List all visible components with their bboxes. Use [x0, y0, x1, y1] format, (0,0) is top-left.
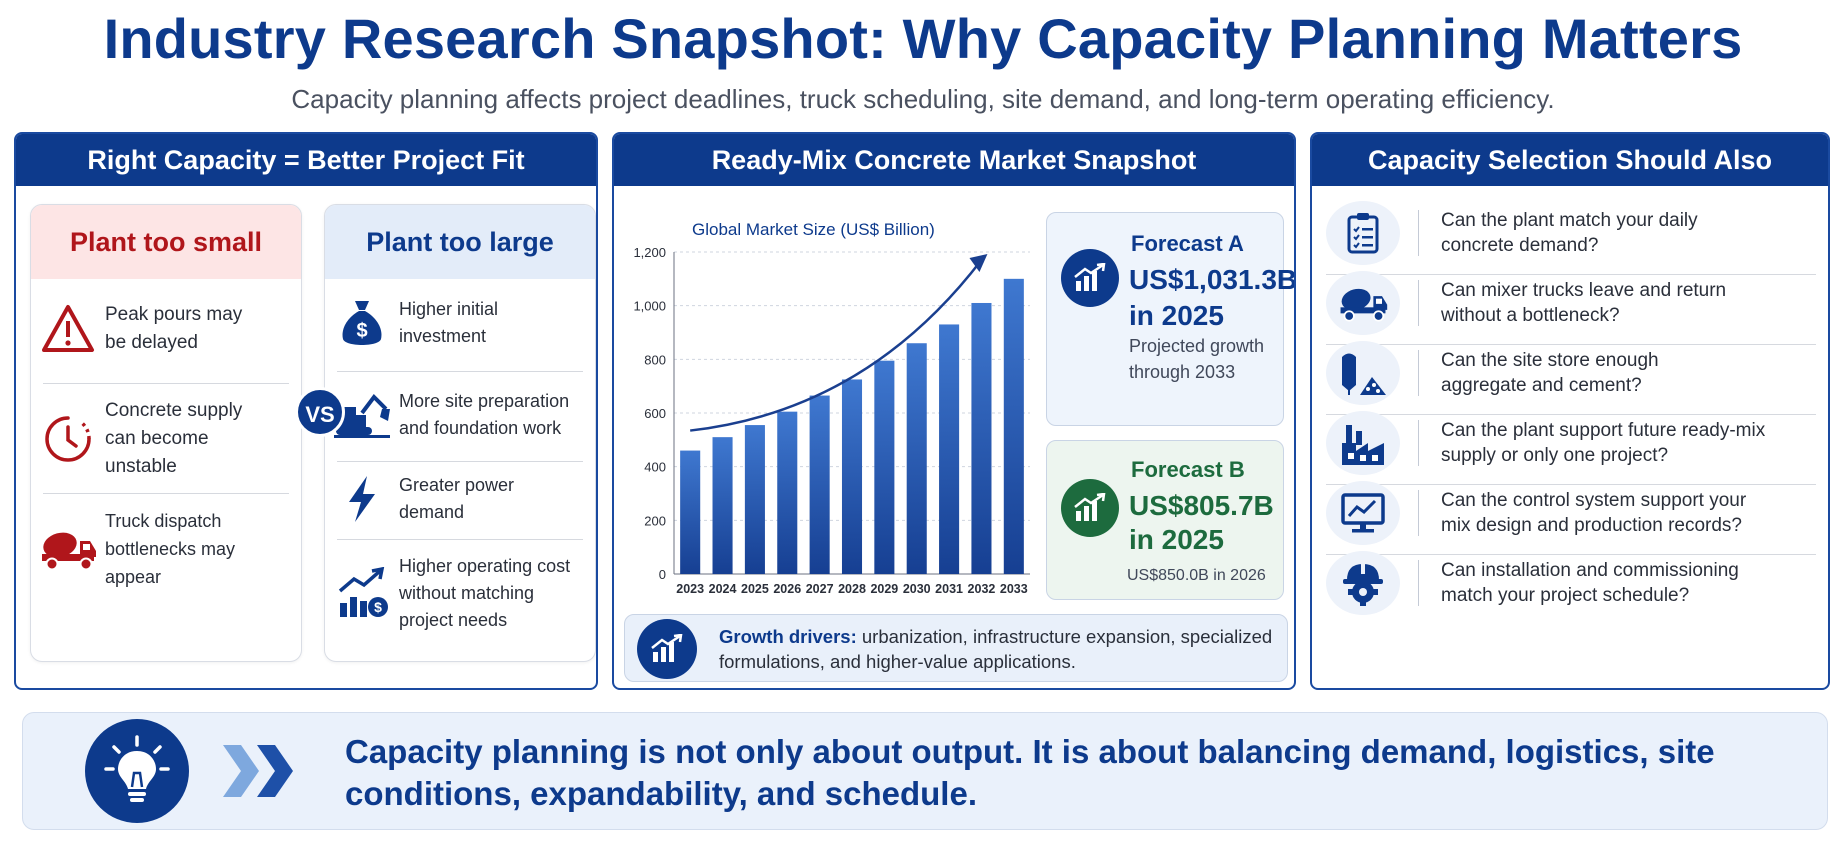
bar-2032 — [971, 302, 992, 574]
x-tick-label: 2023 — [676, 582, 704, 596]
bar-2024 — [712, 437, 733, 574]
growth-drivers-text: Growth drivers: urbanization, infrastruc… — [719, 626, 1273, 672]
y-tick-label: 0 — [659, 567, 666, 582]
mixer-truck-icon — [31, 527, 105, 571]
bar-2033 — [1003, 278, 1024, 574]
list-item: Peak pours may be delayed — [31, 283, 301, 375]
growth-chart-icon — [1061, 249, 1119, 307]
y-tick-label: 200 — [644, 513, 666, 528]
x-tick-label: 2025 — [741, 582, 769, 596]
forecast-a-year: in 2025 — [1129, 300, 1224, 331]
plant-too-large-heading: Plant too large — [325, 205, 595, 279]
x-tick-label: 2031 — [935, 582, 963, 596]
y-tick-label: 400 — [644, 460, 666, 475]
list-item: $ Higher initial investment — [325, 281, 595, 365]
question-item: Can the plant support future ready-mix s… — [1326, 408, 1816, 478]
question-item: Can the control system support your mix … — [1326, 478, 1816, 548]
x-tick-label: 2032 — [968, 582, 996, 596]
list-item: Truck dispatch bottlenecks may appear — [31, 503, 301, 595]
svg-text:$: $ — [374, 599, 382, 615]
page-title: Industry Research Snapshot: Why Capacity… — [103, 7, 1743, 70]
question-item: Can the site store enough aggregate and … — [1326, 338, 1816, 408]
capacity-fit-heading: Right Capacity = Better Project Fit — [16, 134, 596, 186]
excavator-icon — [325, 391, 399, 439]
lightbulb-icon — [85, 719, 189, 823]
bar-2027 — [809, 395, 830, 574]
trend-arrow-line — [690, 259, 983, 432]
growth-drivers-label: Growth drivers: — [719, 626, 857, 647]
monitor-chart-icon — [1326, 481, 1400, 545]
question-item: Can mixer trucks leave and return withou… — [1326, 268, 1816, 338]
list-item: $ Higher operating cost without matching… — [325, 543, 595, 643]
page-subtitle: Capacity planning affects project deadli… — [291, 84, 1555, 114]
x-tick-label: 2029 — [870, 582, 898, 596]
growth-chart-icon — [637, 619, 697, 679]
list-item: More site preparation and foundation wor… — [325, 373, 595, 457]
growth-chart-icon — [1061, 479, 1119, 537]
x-tick-label: 2027 — [806, 582, 834, 596]
mixer-truck-icon — [1326, 271, 1400, 335]
vs-badge: VS — [295, 387, 345, 437]
bar-2029 — [874, 360, 895, 574]
bar-2031 — [939, 324, 960, 574]
y-tick-label: 1,000 — [633, 299, 666, 314]
market-snapshot-heading: Ready-Mix Concrete Market Snapshot — [614, 134, 1294, 186]
capacity-questions-heading: Capacity Selection Should Also Answer: — [1312, 134, 1828, 227]
key-takeaway-text: Capacity planning is not only about outp… — [345, 733, 1715, 812]
x-tick-label: 2030 — [903, 582, 931, 596]
plant-too-small-heading: Plant too small — [31, 205, 301, 279]
lightning-icon — [325, 474, 399, 524]
bar-2023 — [680, 450, 701, 574]
bar-2030 — [906, 343, 927, 574]
list-item: Concrete supply can become unstable — [31, 393, 301, 485]
question-item: Can the plant match your daily concrete … — [1326, 198, 1816, 268]
money-bag-icon: $ — [325, 297, 399, 349]
capacity-questions-panel: Capacity Selection Should Also Answer: C… — [1310, 132, 1830, 690]
chart-title: Global Market Size (US$ Billion) — [692, 220, 935, 239]
forecast-b-card: Forecast B US$805.7B in 2025 US$850.0B i… — [1046, 440, 1284, 600]
factory-icon — [1326, 411, 1400, 475]
forecast-b-value: US$805.7B — [1129, 490, 1274, 521]
growth-drivers-box: Growth drivers: urbanization, infrastruc… — [624, 614, 1288, 682]
x-tick-label: 2026 — [773, 582, 801, 596]
plant-too-large-card: Plant too large $ Higher initial investm… — [324, 204, 596, 662]
forecast-a-value: US$1,031.3B — [1129, 264, 1296, 295]
bar-2026 — [777, 411, 798, 574]
forecast-b-note: US$850.0B in 2026 — [1127, 567, 1266, 584]
plant-too-small-card: Plant too small Peak pours may be delaye… — [30, 204, 302, 662]
x-tick-label: 2028 — [838, 582, 866, 596]
forecast-b-label: Forecast B — [1131, 457, 1245, 482]
chevron-right-icon — [223, 745, 293, 797]
forecast-a-label: Forecast A — [1131, 231, 1244, 256]
list-item: Greater power demand — [325, 463, 595, 535]
forecast-a-card: Forecast A US$1,031.3B in 2025 Projected… — [1046, 212, 1294, 426]
clock-icon — [31, 413, 105, 465]
silo-icon — [1326, 341, 1400, 405]
bar-2025 — [744, 425, 765, 574]
y-tick-label: 1,200 — [633, 245, 666, 260]
svg-text:$: $ — [356, 320, 367, 342]
trend-arrow-head — [969, 254, 988, 272]
y-tick-label: 600 — [644, 406, 666, 421]
capacity-fit-panel: Right Capacity = Better Project Fit Plan… — [14, 132, 598, 690]
forecast-b-year: in 2025 — [1129, 524, 1224, 555]
key-takeaway-banner: Capacity planning is not only about outp… — [22, 712, 1828, 830]
checklist-icon — [1326, 201, 1400, 265]
question-item: Can installation and commissioning match… — [1326, 548, 1816, 618]
hardhat-gear-icon — [1326, 551, 1400, 615]
x-tick-label: 2024 — [709, 582, 737, 596]
market-snapshot-panel: Ready-Mix Concrete Market Snapshot Globa… — [612, 132, 1296, 690]
x-tick-label: 2033 — [1000, 582, 1028, 596]
market-size-bar-chart: 0 200 400 600 800 1,000 1,200 2023 2024 2025 2026 2… — [633, 245, 1030, 596]
warning-icon — [31, 304, 105, 354]
bar-2028 — [841, 379, 863, 574]
forecast-a-note: Projected growth through 2033 — [1129, 336, 1265, 382]
cost-growth-icon: $ — [325, 567, 399, 619]
y-tick-label: 800 — [644, 352, 666, 367]
